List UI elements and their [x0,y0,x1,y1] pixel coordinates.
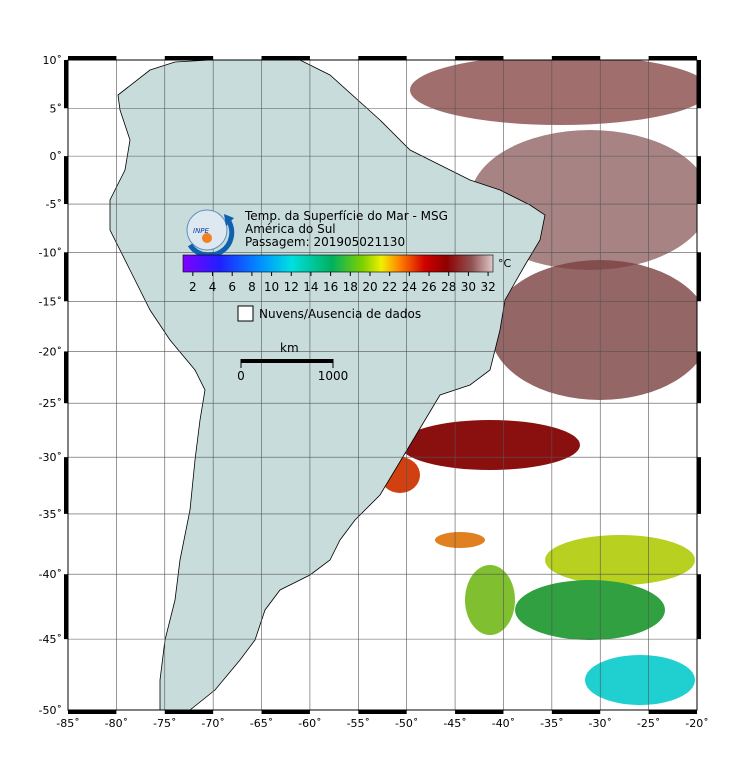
frame-segment [64,252,68,302]
colorbar-tick-label: 22 [382,280,397,294]
frame-segment [697,574,701,640]
frame-segment [697,156,701,205]
colorbar-tick-label: 14 [303,280,318,294]
colorbar-tick-label: 18 [343,280,358,294]
title: Temp. da Superfície do Mar - MSG [244,209,448,223]
frame-segment [64,60,68,109]
y-tick-label: -45˚ [39,633,62,646]
colorbar-tick-label: 2 [189,280,197,294]
frame-segment [455,710,504,714]
frame-segment [358,56,407,60]
frame-segment [697,351,701,404]
frame-segment [648,56,697,60]
axes [67,59,698,711]
scale-tick-label: 1000 [318,369,349,383]
x-tick-label: -20˚ [685,717,708,730]
y-tick-label: 0˚ [50,150,63,163]
y-tick-label: -35˚ [39,508,62,521]
frame-segment [164,56,214,60]
y-tick-label: -25˚ [39,397,62,410]
colorbar-tick-label: 8 [248,280,256,294]
frame-segment [64,457,68,514]
logo: INPE [186,209,235,258]
x-tick-label: -55˚ [347,717,370,730]
logo-text: INPE [193,227,210,235]
x-tick-label: -65˚ [250,717,273,730]
scale-tick-label: 0 [237,369,245,383]
x-tick-label: -30˚ [588,717,611,730]
frame-segment [261,56,310,60]
x-tick-label: -70˚ [201,717,224,730]
y-tick-label: -20˚ [39,345,62,358]
x-tick-label: -75˚ [153,717,176,730]
frame-segment [551,710,601,714]
x-tick-label: -35˚ [540,717,563,730]
colorbar-tick-label: 12 [284,280,299,294]
colorbar-unit: °C [498,257,512,270]
frame-segment [68,56,117,60]
colorbar-tick-label: 6 [228,280,236,294]
colorbar-tick-label: 20 [362,280,377,294]
x-tick-label: -45˚ [443,717,466,730]
colorbar-tick-label: 28 [441,280,456,294]
colorbar-tick-label: 16 [323,280,338,294]
frame-segment [64,574,68,640]
frame-segment [697,252,701,302]
colorbar-tick-label: 30 [461,280,476,294]
y-tick-label: -50˚ [39,704,62,717]
y-tick-label: -30˚ [39,451,62,464]
x-tick-label: -40˚ [492,717,515,730]
x-tick-label: -85˚ [56,717,79,730]
frame-segment [68,710,117,714]
frame-segment [64,156,68,205]
frame-segment [261,710,310,714]
colorbar-tick-label: 26 [421,280,436,294]
pass: Passagem: 201905021130 [245,235,405,249]
sst-field [380,60,697,705]
colorbar [182,254,494,273]
colorbar-tick-label: 4 [209,280,217,294]
frame-segment [64,351,68,404]
frame-segment [648,710,697,714]
y-tick-label: -15˚ [39,295,62,308]
legend-label: Nuvens/Ausencia de dados [259,307,421,321]
y-tick-label: -10˚ [39,246,62,259]
colorbar-tick-label: 32 [480,280,495,294]
y-tick-label: 5˚ [50,102,63,115]
x-tick-label: -25˚ [637,717,660,730]
y-tick-label: -5˚ [46,198,62,211]
legend-swatch [237,305,254,322]
y-tick-label: 10˚ [43,54,63,67]
x-tick-label: -50˚ [395,717,418,730]
colorbar-tick-label: 24 [402,280,417,294]
x-tick-label: -60˚ [298,717,321,730]
colorbar-tick-label: 10 [264,280,279,294]
frame-segment [164,710,214,714]
scale-bar [241,359,333,363]
region: América do Sul [245,222,336,236]
frame-segment [358,710,407,714]
frame-segment [697,457,701,514]
frame-segment [455,56,504,60]
scale-unit: km [280,341,299,355]
y-tick-label: -40˚ [39,568,62,581]
x-tick-label: -80˚ [105,717,128,730]
frame-segment [551,56,601,60]
frame-segment [697,60,701,109]
